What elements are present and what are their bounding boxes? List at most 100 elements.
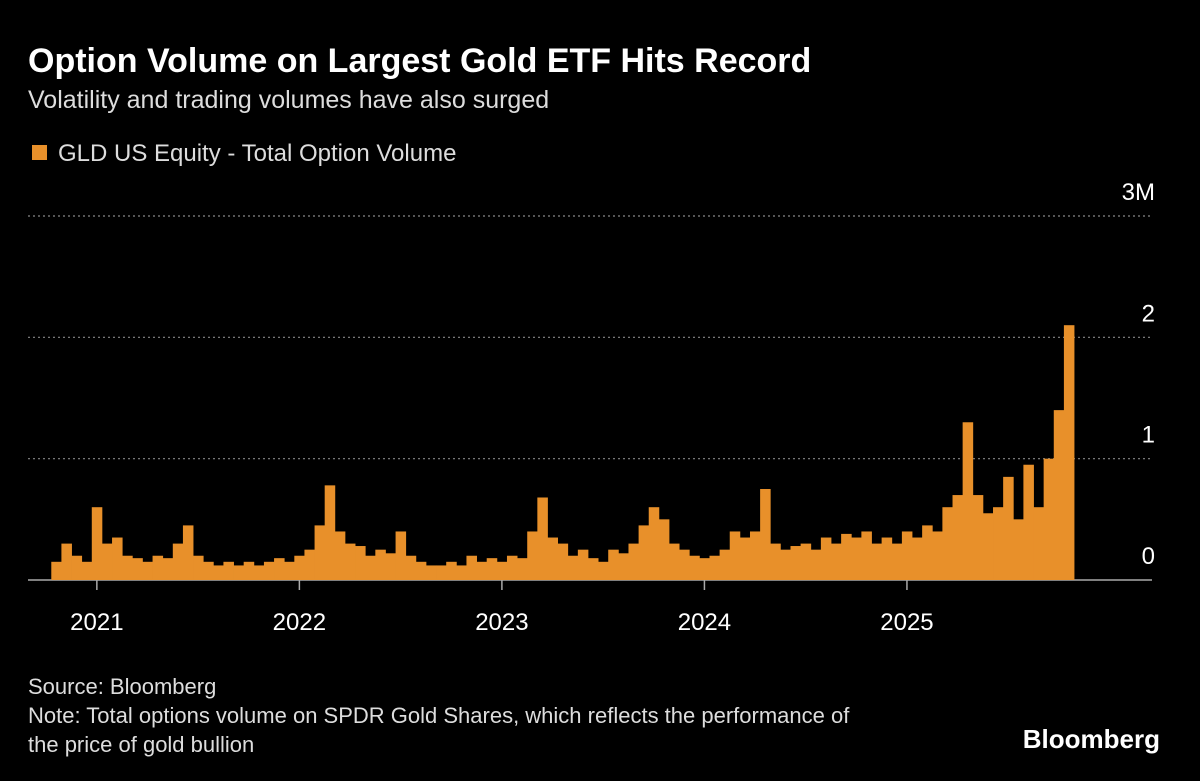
bar — [425, 565, 437, 580]
bar — [739, 537, 751, 580]
bar — [972, 495, 984, 580]
bar — [334, 531, 346, 580]
bar — [71, 555, 83, 580]
bar — [618, 553, 629, 580]
bar — [91, 507, 103, 580]
bar — [365, 555, 376, 580]
bar — [243, 561, 255, 580]
chart-subtitle: Volatility and trading volumes have also… — [28, 86, 549, 114]
bar — [942, 507, 953, 580]
bar — [405, 555, 417, 580]
bar — [61, 543, 72, 580]
bar — [375, 549, 386, 580]
bar — [506, 555, 518, 580]
bar — [182, 525, 194, 580]
bar — [628, 543, 640, 580]
bar — [213, 565, 224, 580]
bar — [456, 565, 467, 580]
bar — [749, 531, 761, 580]
bar — [1053, 410, 1065, 580]
bar — [729, 531, 741, 580]
bar — [324, 485, 336, 580]
bar — [577, 549, 589, 580]
bar — [982, 513, 994, 580]
note: Note: Total options volume on SPDR Gold … — [28, 703, 850, 757]
bar — [800, 543, 812, 580]
bar — [233, 565, 245, 580]
y-tick-label: 3M — [1122, 179, 1155, 206]
bar — [1033, 507, 1045, 580]
y-tick-label: 0 — [1142, 543, 1155, 570]
bar — [780, 549, 791, 580]
brand-logo: Bloomberg — [1023, 724, 1160, 754]
bar — [284, 561, 295, 580]
y-tick-label: 2 — [1142, 300, 1155, 327]
bar — [820, 537, 832, 580]
bar — [193, 555, 204, 580]
bar — [385, 553, 396, 580]
bar — [760, 489, 771, 580]
bar — [486, 558, 498, 580]
bar — [598, 561, 609, 580]
bar — [436, 565, 447, 580]
bar — [993, 507, 1004, 580]
bar — [496, 561, 508, 580]
bar — [790, 546, 802, 580]
source: Source: Bloomberg — [28, 674, 217, 699]
legend-swatch — [32, 145, 47, 160]
bar — [668, 543, 680, 580]
bar — [263, 561, 275, 580]
bar — [912, 537, 923, 580]
bar — [871, 543, 883, 580]
bar — [304, 549, 315, 580]
bar — [861, 531, 872, 580]
legend-label: GLD US Equity - Total Option Volume — [58, 140, 456, 167]
bar — [1013, 519, 1024, 580]
bar — [355, 546, 366, 580]
bar — [253, 565, 265, 580]
bar — [81, 561, 93, 580]
bar — [881, 537, 893, 580]
bar — [901, 531, 913, 580]
y-tick-label: 1 — [1142, 422, 1155, 449]
bar — [608, 549, 619, 580]
bar — [466, 555, 477, 580]
bar — [395, 531, 407, 580]
bar — [709, 555, 721, 580]
bar — [314, 525, 326, 580]
bar — [344, 543, 356, 580]
bar — [142, 561, 153, 580]
bar — [162, 558, 174, 580]
x-tick-label: 2022 — [273, 609, 326, 636]
bar — [203, 561, 214, 580]
bar — [932, 531, 943, 580]
bar — [638, 525, 650, 580]
bar — [527, 531, 538, 580]
bar — [1023, 464, 1034, 580]
bar — [567, 555, 579, 580]
bar — [810, 549, 822, 580]
bar — [851, 537, 862, 580]
bar — [294, 555, 305, 580]
chart-title: Option Volume on Largest Gold ETF Hits R… — [28, 42, 811, 80]
bar — [922, 525, 933, 580]
bar — [547, 537, 558, 580]
bar — [132, 558, 143, 580]
bar — [223, 561, 234, 580]
bar — [719, 549, 731, 580]
bar — [1043, 458, 1055, 580]
bar — [415, 561, 427, 580]
bar — [517, 558, 528, 580]
bar — [679, 549, 690, 580]
bar — [831, 543, 842, 580]
bar — [476, 561, 488, 580]
bar — [891, 543, 903, 580]
bar — [699, 558, 710, 580]
bar — [841, 533, 852, 580]
bar — [152, 555, 164, 580]
bar — [557, 543, 569, 580]
bar — [122, 555, 133, 580]
bar — [446, 561, 457, 580]
bar — [537, 497, 548, 580]
